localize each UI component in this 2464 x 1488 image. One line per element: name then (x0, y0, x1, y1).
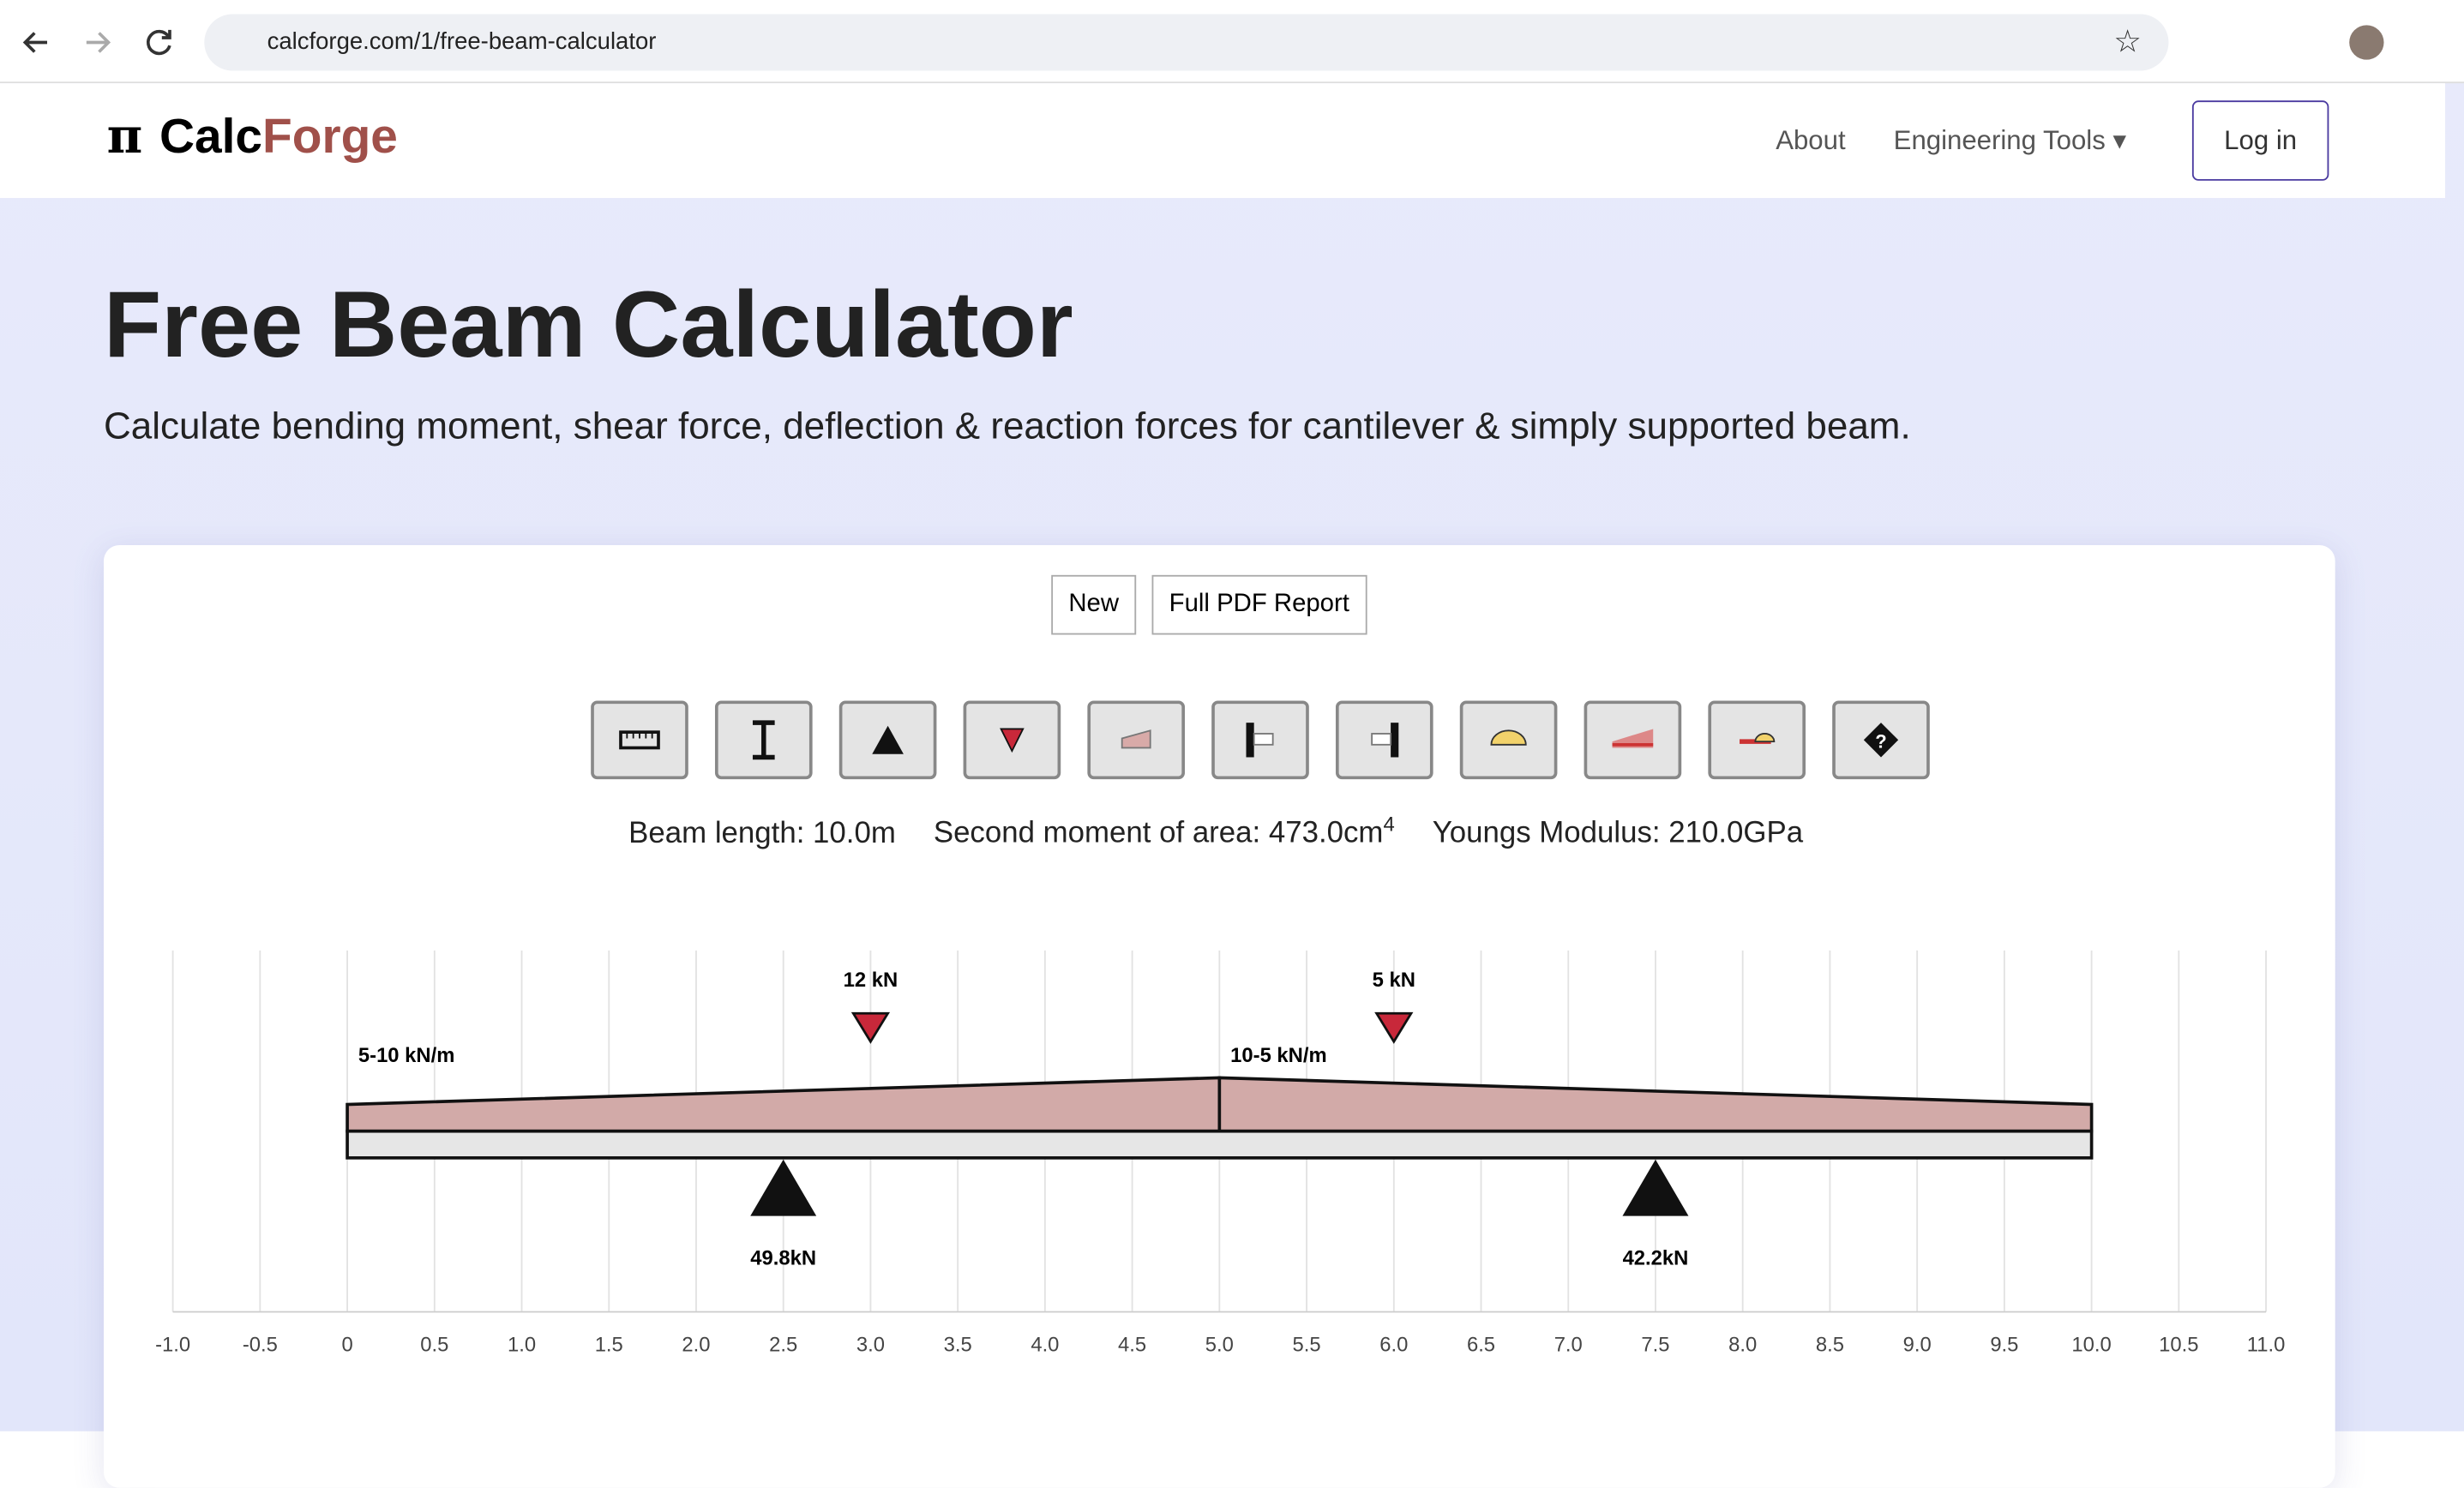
tool-length[interactable] (591, 700, 688, 780)
bookmark[interactable]: ☆ (2113, 25, 2142, 60)
x-tick-label: 2.5 (769, 1333, 797, 1356)
point-load (850, 1011, 891, 1044)
x-tick-label: 5.5 (1293, 1333, 1321, 1356)
x-tick-label: 4.0 (1031, 1333, 1059, 1356)
x-tick-label: 0.5 (420, 1333, 448, 1356)
brand-a: Calc (159, 108, 263, 164)
point-load-label: 5 kN (1373, 969, 1415, 992)
tool-help[interactable]: ? (1832, 700, 1930, 780)
support (1622, 1159, 1689, 1216)
profile[interactable] (2349, 25, 2384, 60)
load-label: 5-10 kN/m (358, 1044, 455, 1067)
x-tick-label: 2.0 (682, 1333, 710, 1356)
address-bar[interactable]: calcforge.com/1/free-beam-calculator (204, 14, 2169, 71)
tool-point-load[interactable] (963, 700, 1061, 780)
nav-link: Engineering Tools (1893, 125, 2106, 156)
x-tick-label: 6.0 (1379, 1333, 1408, 1356)
viewport: calcforge.com/1/free-beam-calculator ☆ π… (0, 0, 2464, 1431)
url: calcforge.com/1/free-beam-calculator (267, 27, 657, 56)
inertia-power: 4 (1383, 812, 1395, 837)
tool-moment[interactable] (1459, 700, 1558, 780)
x-tick-label: -1.0 (155, 1333, 190, 1356)
tool-fixed-left[interactable] (1211, 700, 1309, 780)
site-nav: π CalcForge About Engineering Tools ▾ Lo… (0, 83, 2446, 198)
nav-dropdown[interactable]: Engineering Tools ▾ (1893, 125, 2127, 156)
brand[interactable]: π CalcForge (106, 108, 398, 165)
x-tick-label: 9.5 (1990, 1333, 2018, 1356)
tool-combined[interactable] (1584, 700, 1682, 780)
nav-link[interactable]: About (1776, 125, 1846, 156)
x-tick-label: 10.5 (2159, 1333, 2198, 1356)
x-tick-label: 4.5 (1118, 1333, 1146, 1356)
nav-buttons[interactable] (0, 0, 204, 81)
browser-bar: calcforge.com/1/free-beam-calculator ☆ (0, 0, 2464, 84)
inertia: Second moment of area: 473.0cm (933, 817, 1384, 851)
brand-b: Forge (262, 108, 398, 164)
page-subtitle: Calculate bending moment, shear force, d… (103, 405, 1911, 448)
point-load (1374, 1011, 1414, 1044)
beam-diagram: -1.0 -0.5 0 0.5 1.0 1.5 2.0 2.5 3.0 3.5 4.0 4.5 5.0 5… (155, 950, 2286, 1356)
svg-text:?: ? (1875, 730, 1886, 752)
tool-distributed-load[interactable] (1087, 700, 1186, 780)
page-title: Free Beam Calculator (103, 272, 1073, 377)
modulus: Youngs Modulus: 210.0GPa (1432, 817, 1804, 851)
pdf-button[interactable]: Full PDF Report (1151, 574, 1367, 635)
new-button[interactable]: New (1051, 574, 1137, 635)
x-tick-label: 8.5 (1816, 1333, 1844, 1356)
x-tick-label: 8.0 (1728, 1333, 1757, 1356)
point-load-label: 12 kN (844, 969, 898, 992)
x-tick-label: 7.5 (1641, 1333, 1669, 1356)
x-tick-label: 11.0 (2247, 1333, 2286, 1356)
login-button[interactable]: Log in (2191, 100, 2329, 181)
beam-length: Beam length: 10.0m (628, 817, 896, 851)
tool-fixed-right[interactable] (1335, 700, 1433, 780)
x-tick-label: 6.5 (1467, 1333, 1495, 1356)
support (750, 1159, 817, 1216)
x-tick-label: 9.0 (1903, 1333, 1932, 1356)
x-tick-label: 1.5 (595, 1333, 623, 1356)
x-tick-label: 1.0 (508, 1333, 536, 1356)
x-tick-label: 0 (341, 1333, 352, 1356)
beam-info: Beam length: 10.0m Second moment of area:… (628, 813, 1803, 852)
x-tick-label: -0.5 (243, 1333, 278, 1356)
toolbar: ? (591, 700, 1930, 780)
x-tick-label: 7.0 (1554, 1333, 1583, 1356)
beam (346, 1129, 2094, 1160)
reaction-label: 49.8kN (750, 1246, 816, 1269)
tool-support[interactable] (838, 700, 937, 780)
reaction-label: 42.2kN (1623, 1246, 1689, 1269)
tool-section[interactable] (714, 700, 813, 780)
x-tick-label: 3.0 (856, 1333, 885, 1356)
x-tick-label: 5.0 (1205, 1333, 1234, 1356)
load-label: 10-5 kN/m (1230, 1044, 1327, 1067)
x-tick-label: 10.0 (2071, 1333, 2111, 1356)
page: calcforge.com/1/free-beam-calculator ☆ π… (0, 0, 2464, 1431)
x-tick-label: 3.5 (944, 1333, 972, 1356)
tool-hinge[interactable] (1708, 700, 1806, 780)
